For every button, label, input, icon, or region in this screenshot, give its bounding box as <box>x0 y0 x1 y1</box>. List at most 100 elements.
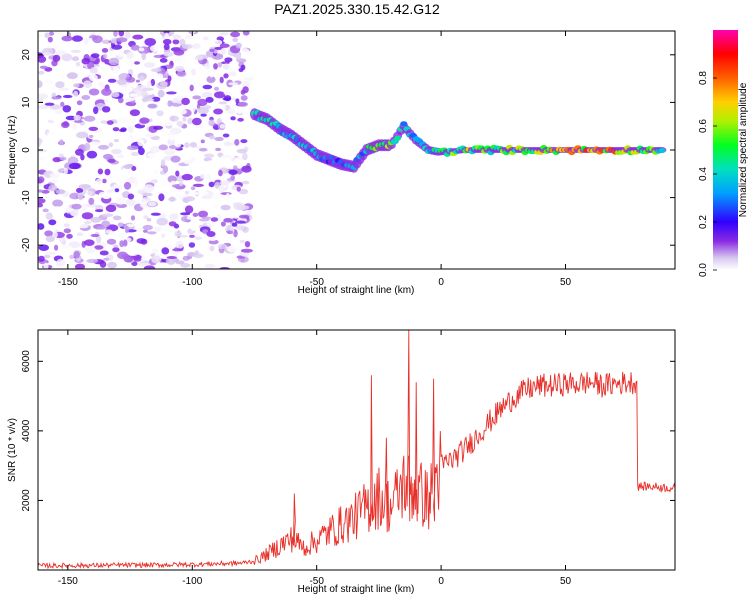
noise-blob <box>147 103 157 109</box>
noise-blob <box>108 142 114 148</box>
noise-blob <box>168 134 176 141</box>
noise-blob <box>112 215 122 221</box>
noise-blob <box>42 208 49 213</box>
noise-blob <box>151 96 161 102</box>
noise-blob <box>86 203 97 208</box>
noise-blob <box>231 222 238 227</box>
noise-blob <box>197 98 208 106</box>
noise-blob <box>129 120 136 124</box>
ridge-cell <box>394 135 402 141</box>
noise-blob <box>213 63 218 70</box>
noise-blob <box>39 65 48 70</box>
noise-blob <box>237 107 243 114</box>
noise-blob <box>93 45 101 50</box>
noise-blob <box>43 254 51 259</box>
noise-blob <box>107 158 116 163</box>
noise-blob <box>41 52 53 56</box>
noise-blob <box>116 117 128 124</box>
noise-blob <box>219 76 224 84</box>
noise-blob <box>223 196 230 201</box>
noise-blob <box>197 107 210 114</box>
noise-blob <box>76 187 84 194</box>
noise-blob <box>77 70 85 75</box>
noise-blob <box>48 219 57 226</box>
noise-blob <box>38 203 43 208</box>
noise-blob <box>201 91 213 99</box>
noise-blob <box>125 86 133 91</box>
noise-blob <box>203 263 216 269</box>
noise-blob <box>103 257 110 261</box>
noise-blob <box>73 90 79 97</box>
noise-blob <box>52 199 64 207</box>
noise-blob <box>183 159 193 165</box>
noise-blob <box>116 180 127 185</box>
noise-blob <box>145 133 157 138</box>
noise-blob <box>44 102 55 106</box>
noise-blob <box>209 48 215 52</box>
noise-blob <box>62 94 73 99</box>
noise-blob <box>236 148 248 154</box>
noise-blob <box>192 183 204 187</box>
noise-blob <box>206 75 216 84</box>
noise-blob <box>86 258 99 264</box>
noise-blob <box>220 221 226 227</box>
noise-blob <box>214 91 226 99</box>
noise-blob <box>210 217 219 222</box>
noise-blob <box>175 95 182 99</box>
noise-blob <box>38 189 45 193</box>
noise-blob <box>38 71 45 75</box>
noise-blob <box>84 142 91 151</box>
noise-blob <box>240 95 248 101</box>
noise-blob <box>163 119 174 126</box>
noise-blob <box>126 223 135 228</box>
noise-blob <box>100 120 108 124</box>
noise-blob <box>116 197 126 205</box>
noise-blob <box>223 73 229 79</box>
noise-blob <box>125 198 136 206</box>
noise-blob <box>94 245 104 250</box>
noise-blob <box>191 157 196 162</box>
noise-blob <box>219 32 229 36</box>
noise-blob <box>44 80 54 84</box>
noise-blob <box>138 194 144 201</box>
noise-blob <box>76 232 84 237</box>
noise-blob <box>231 214 241 219</box>
noise-blob <box>169 115 180 122</box>
noise-blob <box>174 65 185 72</box>
noise-blob <box>168 197 177 202</box>
spectrogram-ylabel: Frequency (Hz) <box>7 116 18 185</box>
noise-blob <box>60 174 72 179</box>
noise-blob <box>78 184 91 189</box>
noise-blob <box>230 116 236 121</box>
noise-blob <box>59 72 66 79</box>
noise-blob <box>200 261 207 266</box>
noise-blob <box>55 189 66 195</box>
x-tick-label: -50 <box>309 576 324 587</box>
noise-blob <box>164 147 176 156</box>
colorbar-tick-label: 0.2 <box>698 215 709 229</box>
noise-blob <box>71 56 80 62</box>
noise-blob <box>126 145 139 151</box>
noise-blob <box>176 108 187 115</box>
noise-blob <box>208 119 215 127</box>
noise-blob <box>149 45 160 52</box>
noise-blob <box>166 256 177 259</box>
colorbar-ticks: 0.0 0.2 0.4 0.6 0.8 <box>698 71 717 277</box>
noise-blob <box>202 84 213 90</box>
noise-blob <box>219 124 226 129</box>
noise-blob <box>241 180 250 185</box>
noise-blob <box>151 248 158 254</box>
noise-blob <box>38 105 49 110</box>
x-tick-label: 0 <box>438 277 444 288</box>
noise-blob <box>153 125 163 130</box>
noise-blob <box>74 263 86 269</box>
noise-blob <box>138 47 145 52</box>
noise-blob <box>237 101 248 107</box>
noise-blob <box>210 256 216 262</box>
noise-blob <box>88 197 95 205</box>
noise-blob <box>180 263 191 268</box>
noise-blob <box>48 195 53 202</box>
noise-blob <box>111 92 120 98</box>
noise-blob <box>69 192 81 200</box>
noise-blob <box>122 167 130 174</box>
